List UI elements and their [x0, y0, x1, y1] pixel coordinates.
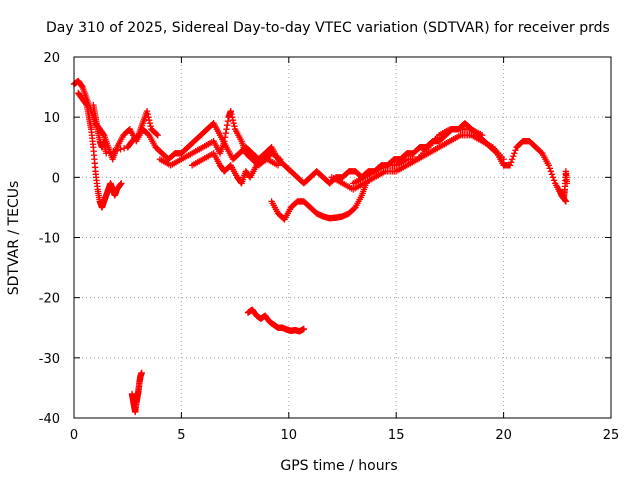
x-tick-label: 20	[495, 428, 512, 443]
data-point	[106, 149, 113, 156]
y-tick-label: -20	[39, 292, 60, 307]
data-point	[146, 119, 154, 127]
data-point	[300, 325, 308, 333]
chart-title: Day 310 of 2025, Sidereal Day-to-day VTE…	[46, 20, 610, 36]
series-track-h	[328, 126, 486, 193]
y-axis-label: SDTVAR / TECUs	[6, 181, 22, 296]
data-point	[229, 116, 237, 124]
series-track-e	[188, 150, 282, 187]
data-point	[478, 132, 486, 139]
data-point	[147, 122, 154, 130]
data-point	[110, 148, 117, 155]
data-point	[143, 107, 151, 115]
x-tick-label: 5	[177, 428, 185, 443]
data-point	[78, 82, 86, 90]
data-point	[229, 113, 236, 121]
data-point	[117, 181, 124, 188]
data-point	[506, 162, 514, 169]
series-track-f	[268, 180, 370, 223]
data-point	[228, 110, 235, 118]
data-point	[117, 146, 124, 153]
tick-labels: 0 5 10 15 20 25 -40 -30 -20 -10 0 10 20	[39, 51, 620, 443]
data-point	[118, 180, 125, 187]
data-point	[507, 159, 515, 166]
data-point	[512, 147, 519, 154]
data-point	[277, 156, 284, 163]
y-tick-label: 10	[43, 111, 60, 126]
data-point	[546, 165, 553, 172]
data-point	[103, 150, 110, 157]
data-point	[563, 180, 571, 187]
data-point	[224, 117, 232, 125]
data-point	[153, 131, 160, 138]
x-tick-label: 0	[70, 428, 78, 443]
x-tick-label: 10	[281, 428, 298, 443]
data-point	[221, 134, 229, 141]
y-tick-label: 0	[52, 171, 60, 186]
data-point	[145, 113, 152, 121]
data-point	[274, 162, 282, 169]
y-tick-label: -10	[39, 232, 60, 247]
series-track-b	[75, 89, 125, 211]
data-point	[224, 121, 231, 129]
data-point	[510, 153, 517, 160]
y-tick-label: -30	[39, 352, 60, 367]
data-point	[230, 119, 237, 127]
x-axis-label: GPS time / hours	[280, 458, 397, 474]
data-point	[550, 177, 558, 184]
data-point	[113, 147, 121, 154]
series-layer	[70, 77, 571, 416]
series-track-i	[244, 306, 308, 335]
series-track-c	[90, 101, 161, 157]
grid	[74, 57, 611, 418]
data-point	[547, 168, 555, 175]
y-tick-label: 20	[43, 51, 60, 66]
data-point	[120, 145, 128, 152]
data-point	[545, 162, 552, 169]
data-point	[227, 107, 235, 115]
data-point	[145, 116, 153, 124]
data-point	[82, 100, 90, 108]
data-point	[144, 110, 151, 118]
data-point	[500, 156, 507, 163]
data-point	[508, 156, 516, 163]
y-tick-label: -40	[39, 412, 60, 427]
data-point	[549, 174, 557, 181]
data-point	[223, 126, 230, 133]
x-tick-label: 15	[388, 428, 405, 443]
data-point	[154, 132, 161, 139]
data-point	[138, 369, 145, 377]
data-point	[275, 155, 282, 162]
data-point	[100, 131, 107, 138]
data-point	[548, 171, 556, 178]
series-track-k	[556, 168, 571, 202]
data-point	[222, 130, 229, 137]
ticks	[73, 56, 612, 419]
series-track-a	[70, 77, 570, 205]
data-point	[231, 122, 238, 130]
data-point	[511, 150, 518, 157]
data-point	[221, 138, 228, 145]
series-track-j	[128, 369, 145, 416]
x-tick-label: 25	[603, 428, 620, 443]
